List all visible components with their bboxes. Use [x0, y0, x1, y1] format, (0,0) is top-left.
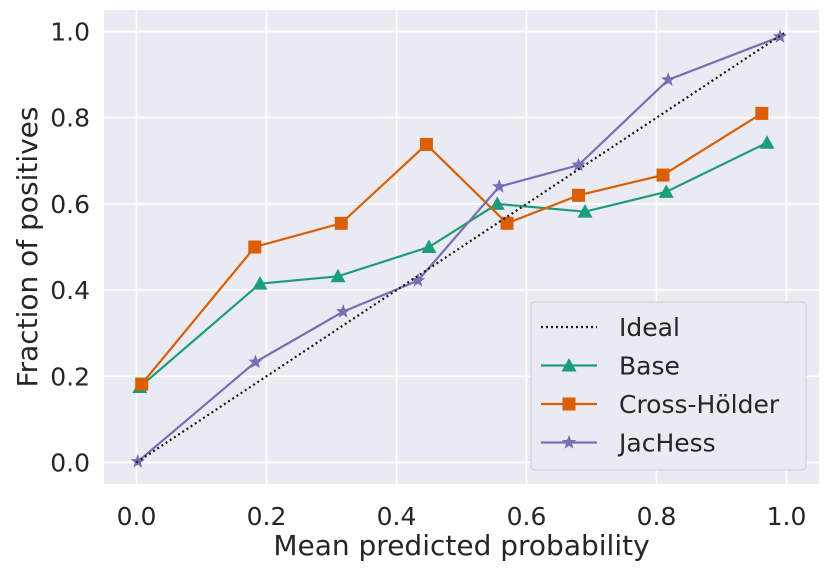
data-point-base: [489, 196, 505, 210]
y-tick-label: 0.6: [50, 190, 90, 219]
data-point-cross-h-lder: [248, 240, 262, 254]
legend-item-ideal: Ideal: [541, 313, 680, 342]
x-tick-label: 0.6: [507, 502, 547, 531]
data-point-cross-h-lder: [656, 168, 670, 182]
legend-label-jachess: JacHess: [617, 429, 716, 458]
y-tick-label: 0.4: [50, 276, 90, 305]
y-tick-label: 0.0: [50, 448, 90, 477]
data-point-jachess: [492, 179, 507, 193]
x-tick-label: 0.8: [637, 502, 677, 531]
legend-marker-cross-h-lder: [562, 397, 576, 411]
x-tick-label: 0.2: [247, 502, 287, 531]
y-tick-label: 0.2: [50, 362, 90, 391]
data-point-base: [252, 276, 268, 290]
data-point-base: [658, 184, 674, 198]
ticks: 0.0 0.2 0.4 0.6 0.8 1.0 0.0 0.2 0.4 0.6 0.8 1.0: [50, 18, 806, 531]
x-axis-label: Mean predicted probability: [273, 529, 649, 562]
data-point-base: [421, 239, 437, 253]
legend-label-ideal: Ideal: [619, 313, 680, 342]
legend-item-jachess: JacHess: [541, 429, 716, 458]
data-point-cross-h-lder: [135, 377, 149, 391]
series-layer: [130, 29, 788, 468]
series-cross-h-lder: [135, 106, 769, 391]
x-tick-label: 0.4: [377, 502, 417, 531]
data-point-jachess: [410, 273, 426, 287]
legend-label-cross-h-lder: Cross-Hölder: [619, 390, 780, 419]
data-point-base: [577, 204, 593, 218]
data-point-jachess: [661, 72, 676, 86]
legend-label-base: Base: [619, 352, 680, 381]
data-point-jachess: [248, 354, 263, 369]
legend-frame: [530, 301, 807, 471]
legend: Ideal Base Cross-Hölder JacHess: [530, 301, 807, 471]
data-point-cross-h-lder: [572, 188, 585, 202]
series-line-base: [139, 141, 768, 388]
data-point-jachess: [571, 157, 586, 172]
series-line-cross-h-lder: [140, 112, 763, 385]
grid: [104, 10, 819, 484]
x-tick-label: 0.0: [117, 502, 157, 531]
data-point-jachess: [336, 304, 351, 318]
data-point-cross-h-lder: [334, 216, 348, 230]
data-point-base: [759, 135, 775, 149]
legend-item-base: Base: [541, 352, 680, 381]
y-tick-label: 1.0: [50, 18, 90, 47]
y-tick-label: 0.8: [50, 104, 90, 133]
data-point-cross-h-lder: [419, 137, 433, 151]
data-point-cross-h-lder: [755, 106, 769, 120]
y-axis-label: Fraction of positives: [11, 107, 44, 388]
legend-marker-base: [561, 358, 577, 372]
series-line-jachess: [137, 35, 781, 463]
legend-marker-jachess: [561, 435, 577, 449]
legend-item-cross-h-lder: Cross-Hölder: [541, 390, 780, 419]
data-point-cross-h-lder: [500, 216, 514, 230]
x-tick-label: 1.0: [767, 502, 807, 531]
data-point-base: [330, 268, 346, 283]
